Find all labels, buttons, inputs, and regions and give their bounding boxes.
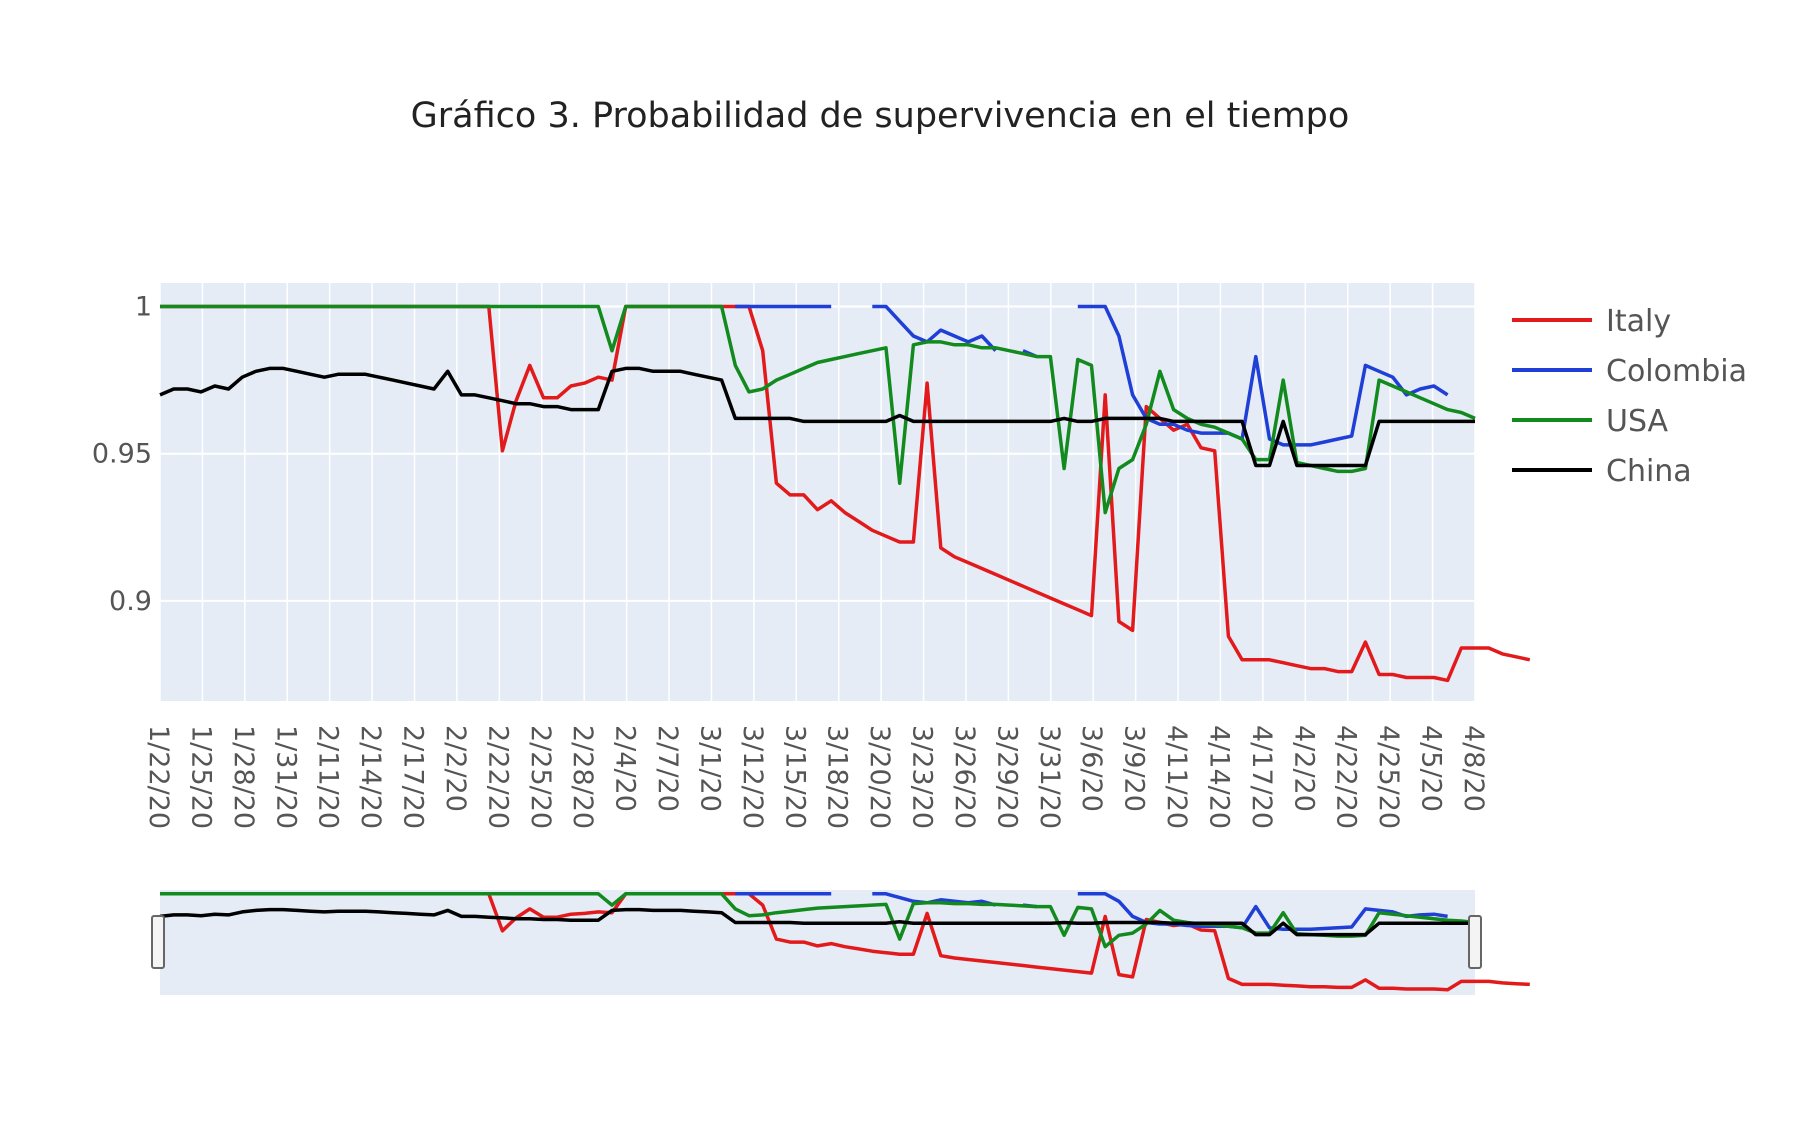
chart-title: Gráfico 3. Probabilidad de supervivencia… (410, 96, 1350, 136)
slider-series-line-china (159, 907, 1475, 937)
x-tick-label: 1/31/20 (270, 725, 301, 829)
x-tick-label: 1/25/20 (185, 725, 216, 829)
range-slider-left-handle[interactable] (151, 915, 165, 969)
main-series-group (159, 304, 1531, 683)
legend: Italy Colombia USA China (1512, 304, 1747, 489)
x-tick-label: 3/31/20 (1034, 725, 1065, 829)
x-tick-label: 3/26/20 (949, 725, 980, 829)
x-tick-label: 2/17/20 (398, 725, 429, 829)
x-tick-label: 4/14/20 (1203, 725, 1234, 829)
x-tick-label: 3/20/20 (864, 725, 895, 829)
x-tick-label: 3/18/20 (822, 725, 853, 829)
series-line-colombia (735, 304, 1449, 447)
x-tick-label: 1/28/20 (228, 725, 259, 829)
range-slider-right-handle[interactable] (1468, 915, 1482, 969)
legend-item-china[interactable]: China (1512, 454, 1692, 489)
y-tick-label: 0.95 (92, 439, 152, 470)
x-tick-label: 3/29/20 (991, 725, 1022, 829)
x-tick-label: 2/25/20 (525, 725, 556, 829)
x-tick-label: 2/22/20 (482, 725, 513, 829)
x-tick-label: 2/2/20 (440, 725, 471, 812)
x-tick-label: 4/17/20 (1246, 725, 1277, 829)
x-tick-label: 4/5/20 (1416, 725, 1447, 812)
x-tick-label: 3/6/20 (1076, 725, 1107, 812)
x-tick-label: 4/25/20 (1373, 725, 1404, 829)
x-gridlines (159, 283, 1476, 701)
y-tick-label: 1 (135, 292, 152, 323)
x-tick-label: 4/2/20 (1288, 725, 1319, 812)
legend-item-usa[interactable]: USA (1512, 404, 1669, 439)
x-tick-label: 3/12/20 (737, 725, 768, 829)
x-tick-label: 4/22/20 (1331, 725, 1362, 829)
x-tick-label: 3/23/20 (907, 725, 938, 829)
series-line-usa (160, 304, 1476, 515)
series-line-china (159, 366, 1475, 468)
x-tick-label: 1/22/20 (143, 725, 174, 829)
x-tick-labels: 1/22/20 1/25/20 1/28/20 1/31/20 2/11/20 2/14/… (143, 725, 1489, 829)
range-slider-background[interactable] (160, 890, 1475, 995)
legend-label: Colombia (1606, 354, 1747, 389)
legend-item-italy[interactable]: Italy (1512, 304, 1671, 339)
range-slider-series-group (159, 892, 1530, 992)
legend-label: USA (1606, 404, 1669, 439)
x-tick-label: 2/4/20 (610, 725, 641, 812)
x-tick-label: 3/9/20 (1119, 725, 1150, 812)
x-tick-label: 4/11/20 (1161, 725, 1192, 829)
x-tick-label: 3/1/20 (694, 725, 725, 812)
legend-item-colombia[interactable]: Colombia (1512, 354, 1747, 389)
x-tick-label: 2/14/20 (355, 725, 386, 829)
y-tick-labels: 1 0.95 0.9 (92, 292, 152, 617)
x-tick-label: 2/28/20 (567, 725, 598, 829)
y-tick-label: 0.9 (109, 586, 152, 617)
legend-label: China (1606, 454, 1692, 489)
legend-label: Italy (1606, 304, 1671, 339)
x-tick-label: 2/7/20 (652, 725, 683, 812)
x-tick-label: 2/11/20 (313, 725, 344, 829)
x-tick-label: 4/8/20 (1458, 725, 1489, 812)
x-tick-label: 3/15/20 (779, 725, 810, 829)
plot-background (160, 283, 1475, 701)
